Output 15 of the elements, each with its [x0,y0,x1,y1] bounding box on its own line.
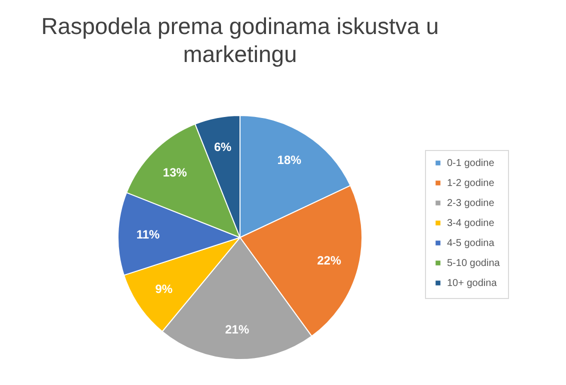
legend-label: 1-2 godine [447,178,495,189]
legend-label: 0-1 godine [447,158,495,169]
chart-title: Raspodela prema godinama iskustva u marketingu [41,13,439,67]
data-label: 13% [162,165,188,180]
data-label: 18% [277,152,302,167]
data-label: 11% [136,228,160,242]
legend-label: 4-5 godina [447,238,495,249]
legend-label: 3-4 godine [447,218,495,229]
data-label: 21% [225,322,250,336]
legend-label: 5-10 godina [447,258,500,269]
data-label: 6% [214,140,232,154]
data-label: 9% [155,282,173,296]
legend-label: 2-3 godine [447,198,495,209]
legend-label: 10+ godina [447,278,498,289]
data-label: 22% [317,253,342,268]
